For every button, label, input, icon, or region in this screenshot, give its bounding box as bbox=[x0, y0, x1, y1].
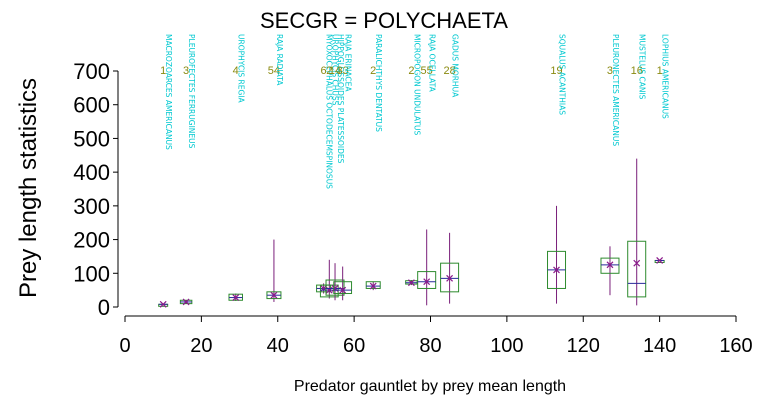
x-tick-label: 60 bbox=[343, 335, 365, 357]
x-tick-label: 140 bbox=[643, 335, 676, 357]
species-label: MICROPOGON UNDULATUS bbox=[412, 34, 421, 136]
count-label: 4 bbox=[233, 65, 239, 77]
x-tick-label: 0 bbox=[119, 335, 130, 357]
box-iqr bbox=[417, 271, 437, 289]
count-label: 55 bbox=[421, 65, 433, 77]
count-label: 2 bbox=[408, 65, 414, 77]
count-label: 6 bbox=[321, 65, 327, 77]
x-tick-label: 80 bbox=[419, 335, 441, 357]
y-tick-label: 200 bbox=[73, 228, 110, 253]
count-label: 2 bbox=[326, 65, 332, 77]
species-label: MUSTELUS CANIS bbox=[638, 34, 647, 100]
box-iqr bbox=[365, 281, 381, 289]
count-label: 3 bbox=[607, 65, 613, 77]
species-label: UROPHYCIS CHUSS bbox=[330, 34, 339, 106]
y-axis-label: Prey length statistics bbox=[15, 78, 42, 298]
x-tick-label: 160 bbox=[719, 335, 752, 357]
count-label: 16 bbox=[631, 65, 643, 77]
mean-marker bbox=[369, 282, 377, 290]
mean-marker bbox=[606, 261, 614, 269]
species-label: HIPPOGLOSSOIDES PLATESSOIDES bbox=[336, 34, 345, 164]
species-label: RAJA ERINACEA bbox=[344, 34, 353, 92]
x-axis-label: Predator gauntlet by prey mean length bbox=[294, 378, 566, 395]
mean-marker bbox=[633, 259, 641, 267]
chart-title: SECGR = POLYCHAETA bbox=[260, 8, 508, 33]
count-label: 28 bbox=[443, 65, 455, 77]
count-label: 1 bbox=[160, 65, 166, 77]
y-tick-label: 100 bbox=[73, 261, 110, 286]
count-label: 14 bbox=[329, 65, 341, 77]
x-tick-label: 20 bbox=[190, 335, 212, 357]
species-label: MYOXOCEPHALUS OCTODECEMSPINOSUS bbox=[325, 34, 334, 189]
mean-marker bbox=[656, 257, 664, 264]
mean-marker bbox=[159, 300, 167, 308]
mean-marker bbox=[423, 278, 431, 286]
mean-marker bbox=[232, 294, 240, 301]
y-tick-label: 0 bbox=[98, 295, 110, 320]
x-tick-label: 100 bbox=[490, 335, 523, 357]
x-tick-label: 120 bbox=[567, 335, 600, 357]
mean-marker bbox=[446, 274, 454, 282]
x-tick-label: 40 bbox=[267, 335, 289, 357]
species-label: PLEUROFECTES FERRUGINEUS bbox=[187, 34, 196, 149]
count-label: 3 bbox=[183, 65, 189, 77]
mean-marker bbox=[270, 291, 278, 299]
mean-marker bbox=[182, 298, 190, 306]
mean-marker bbox=[407, 279, 415, 287]
species-label: RAJA RADIATA bbox=[275, 34, 284, 86]
species-label: SQUALUS ACANTHIAS bbox=[558, 34, 567, 115]
species-label: GADUS MORHUA bbox=[451, 34, 460, 98]
box-iqr bbox=[600, 257, 620, 274]
box-iqr bbox=[627, 240, 647, 298]
mean-marker bbox=[339, 286, 347, 294]
box-iqr bbox=[440, 262, 460, 293]
species-label: UROPHYCIS REGIA bbox=[237, 34, 246, 104]
y-tick-label: 400 bbox=[73, 160, 110, 185]
mean-marker bbox=[553, 266, 560, 274]
count-label: 2 bbox=[370, 65, 376, 77]
y-tick-label: 300 bbox=[73, 194, 110, 219]
plot-area: 0 100 200 300 400 500 600 700 0 20 40 60 80 100 120 140… bbox=[73, 34, 752, 357]
count-label: 19 bbox=[550, 65, 562, 77]
y-tick-label: 600 bbox=[73, 93, 110, 118]
count-label: 54 bbox=[268, 65, 280, 77]
count-label: 1 bbox=[657, 65, 663, 77]
species-label: PARALICHTHYS DENTATUS bbox=[374, 34, 383, 132]
species-label: MACROZOARCES AMERICANUS bbox=[164, 34, 173, 150]
box-iqr bbox=[333, 281, 353, 295]
species-label: LOPHIUS AMERICANUS bbox=[661, 34, 670, 119]
y-tick-label: 700 bbox=[73, 59, 110, 84]
box-iqr bbox=[325, 279, 345, 296]
species-label: RAJA OCELLATA bbox=[428, 34, 437, 93]
count-label: 33 bbox=[337, 65, 349, 77]
species-label: PLEURONECTES AMERICANUS bbox=[611, 34, 620, 146]
y-tick-label: 500 bbox=[73, 126, 110, 151]
